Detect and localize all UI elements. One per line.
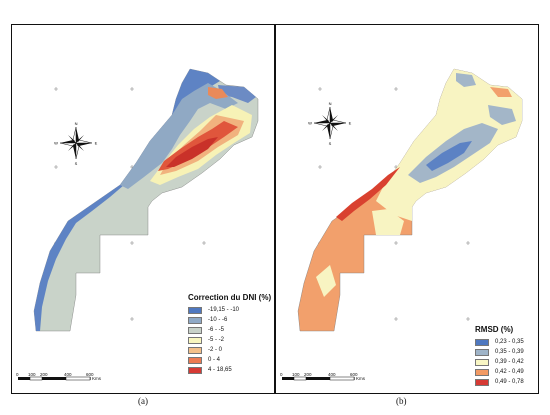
- compass-s: S: [75, 161, 78, 166]
- swatch-1: [188, 306, 202, 314]
- svg-text:100: 100: [292, 372, 300, 377]
- svg-text:600: 600: [86, 372, 94, 377]
- svg-text:0: 0: [16, 372, 19, 377]
- north-grey-patch: [456, 73, 476, 87]
- compass-e: E: [95, 141, 98, 146]
- svg-text:200: 200: [40, 372, 48, 377]
- caption-b: (b): [396, 396, 407, 406]
- caption-a: (a): [138, 396, 148, 406]
- legend-title: Correction du DNI (%): [188, 293, 272, 302]
- orange-patch-north: [490, 87, 512, 97]
- swatch-2: [475, 348, 489, 356]
- dni-legend: Correction du DNI (%) -19,15 - -10 -10 -…: [188, 293, 274, 375]
- compass-w: W: [54, 141, 58, 146]
- yellow-patch-south-2: [316, 265, 336, 297]
- legend-item: 0,23 - 0,35: [475, 337, 538, 347]
- legend-title: RMSD (%): [475, 325, 514, 334]
- legend-item: -5 - -2: [188, 335, 274, 345]
- legend-item: 0,49 - 0,78: [475, 377, 538, 387]
- svg-text:Kms: Kms: [356, 376, 366, 381]
- swatch-5: [475, 378, 489, 386]
- legend-item: -6 - -5: [188, 325, 274, 335]
- dni-correction-map: N S E W 0 100 200 400 600 Kms: [16, 68, 259, 381]
- svg-text:100: 100: [28, 372, 36, 377]
- map-panel-dni-correction: N S E W 0 100 200 400 600 Kms Correction…: [11, 24, 275, 394]
- scale-bar: [282, 376, 355, 381]
- swatch-4: [188, 336, 202, 344]
- legend-item: -10 - -6: [188, 315, 274, 325]
- yellow-patch-south: [372, 209, 404, 235]
- svg-text:200: 200: [304, 372, 312, 377]
- scale-labels: 0 100 200 400 600 Kms: [16, 372, 102, 381]
- swatch-1: [475, 338, 489, 346]
- dark-red-atlas-zone: [166, 137, 218, 167]
- rif-orange-zone: [208, 87, 228, 99]
- legend-item: 0,39 - 0,42: [475, 357, 538, 367]
- swatch-5: [188, 346, 202, 354]
- rmsd-legend: RMSD (%) 0,23 - 0,35 0,35 - 0,39 0,39 - …: [475, 325, 538, 387]
- svg-text:400: 400: [328, 372, 336, 377]
- scale-labels: 0 100 200 400 600 Kms: [280, 372, 366, 381]
- svg-text:600: 600: [350, 372, 358, 377]
- swatch-4: [475, 368, 489, 376]
- swatch-2: [188, 316, 202, 324]
- legend-item: 0,35 - 0,39: [475, 347, 538, 357]
- legend-item: 0 - 4: [188, 355, 274, 365]
- rmsd-map: N S E W 0 100 200 400 600 Kms: [280, 68, 523, 381]
- swatch-7: [188, 366, 202, 374]
- legend-item: -2 - 0: [188, 345, 274, 355]
- legend-item: -19,15 - -10: [188, 305, 274, 315]
- scale-bar: [18, 376, 91, 381]
- legend-item: 0,42 - 0,49: [475, 367, 538, 377]
- map-panel-rmsd: N S E W 0 100 200 400 600 Kms RMSD (%) 0…: [275, 24, 539, 394]
- northern-blue-zone: [218, 85, 256, 103]
- swatch-3: [188, 326, 202, 334]
- compass-w: W: [308, 121, 312, 126]
- svg-text:Kms: Kms: [92, 376, 102, 381]
- grey-blue-zone: [120, 83, 238, 189]
- north-grey-patch-2: [488, 105, 516, 125]
- blue-patch: [426, 141, 472, 171]
- compass-n: N: [75, 121, 78, 126]
- legend-item: 4 - 18,65: [188, 365, 274, 375]
- svg-text:400: 400: [64, 372, 72, 377]
- north-arrow-icon: N S E W: [308, 101, 352, 146]
- swatch-3: [475, 358, 489, 366]
- svg-text:0: 0: [280, 372, 283, 377]
- compass-s: S: [329, 141, 332, 146]
- north-arrow-icon: N S E W: [54, 121, 98, 166]
- compass-e: E: [349, 121, 352, 126]
- red-coastal-zone: [336, 167, 400, 221]
- compass-n: N: [329, 101, 332, 106]
- swatch-6: [188, 356, 202, 364]
